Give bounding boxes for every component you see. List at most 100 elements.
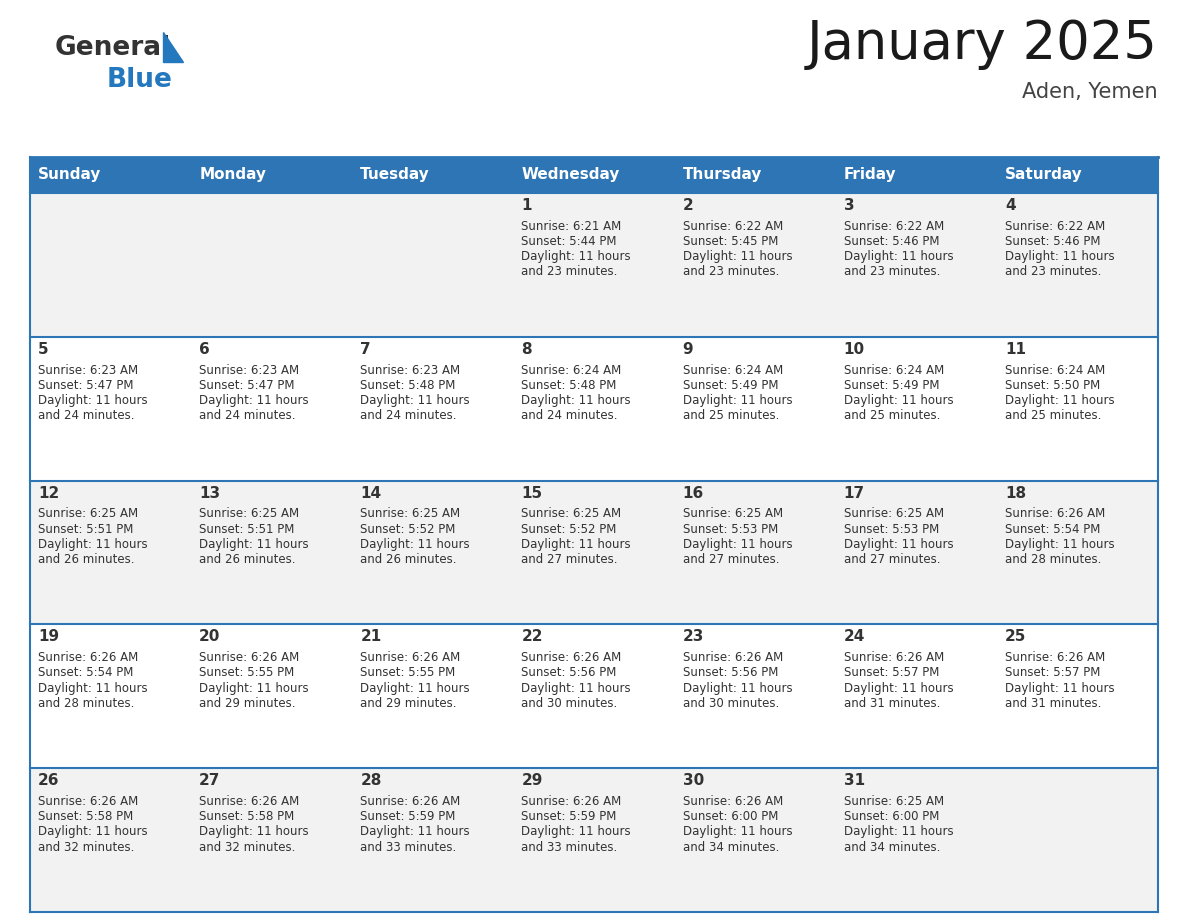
Text: and 32 minutes.: and 32 minutes. [38, 841, 134, 854]
Text: Daylight: 11 hours: Daylight: 11 hours [38, 538, 147, 551]
Text: and 23 minutes.: and 23 minutes. [1005, 265, 1101, 278]
Text: and 29 minutes.: and 29 minutes. [200, 697, 296, 710]
Text: Sunset: 5:47 PM: Sunset: 5:47 PM [38, 379, 133, 392]
Text: Sunrise: 6:22 AM: Sunrise: 6:22 AM [843, 219, 944, 233]
Bar [675, 481, 835, 624]
Text: and 23 minutes.: and 23 minutes. [522, 265, 618, 278]
Text: Sunset: 6:00 PM: Sunset: 6:00 PM [843, 811, 939, 823]
Text: 5: 5 [38, 341, 49, 357]
Text: Sunset: 5:58 PM: Sunset: 5:58 PM [38, 811, 133, 823]
Text: 31: 31 [843, 773, 865, 789]
Text: Sunset: 5:56 PM: Sunset: 5:56 PM [683, 666, 778, 679]
Bar [30, 768, 191, 912]
Text: Friday: Friday [843, 167, 896, 183]
Text: General: General [55, 35, 171, 61]
Bar [30, 481, 191, 624]
Text: 17: 17 [843, 486, 865, 500]
Bar [191, 193, 353, 337]
Text: Daylight: 11 hours: Daylight: 11 hours [683, 681, 792, 695]
Text: Daylight: 11 hours: Daylight: 11 hours [683, 394, 792, 407]
Bar [835, 768, 997, 912]
Text: Daylight: 11 hours: Daylight: 11 hours [843, 538, 953, 551]
Text: and 24 minutes.: and 24 minutes. [38, 409, 134, 422]
Text: and 34 minutes.: and 34 minutes. [843, 841, 940, 854]
Text: and 25 minutes.: and 25 minutes. [1005, 409, 1101, 422]
Text: Sunrise: 6:26 AM: Sunrise: 6:26 AM [38, 651, 138, 664]
Text: Sunrise: 6:21 AM: Sunrise: 6:21 AM [522, 219, 621, 233]
Text: Daylight: 11 hours: Daylight: 11 hours [843, 681, 953, 695]
Text: Sunrise: 6:23 AM: Sunrise: 6:23 AM [200, 364, 299, 376]
Text: Daylight: 11 hours: Daylight: 11 hours [38, 681, 147, 695]
Bar [191, 157, 353, 193]
Text: 20: 20 [200, 630, 221, 644]
Text: Monday: Monday [200, 167, 266, 183]
Text: Sunrise: 6:24 AM: Sunrise: 6:24 AM [843, 364, 944, 376]
Text: Daylight: 11 hours: Daylight: 11 hours [843, 394, 953, 407]
Bar [835, 157, 997, 193]
Text: 27: 27 [200, 773, 221, 789]
Text: Sunset: 5:54 PM: Sunset: 5:54 PM [38, 666, 133, 679]
Text: 8: 8 [522, 341, 532, 357]
Text: Sunset: 5:48 PM: Sunset: 5:48 PM [522, 379, 617, 392]
Text: Sunrise: 6:26 AM: Sunrise: 6:26 AM [200, 651, 299, 664]
Text: 22: 22 [522, 630, 543, 644]
Text: Sunrise: 6:25 AM: Sunrise: 6:25 AM [200, 508, 299, 521]
Bar [353, 337, 513, 481]
Text: Daylight: 11 hours: Daylight: 11 hours [683, 538, 792, 551]
Bar [997, 624, 1158, 768]
Text: Sunset: 5:44 PM: Sunset: 5:44 PM [522, 235, 617, 248]
Text: Sunrise: 6:24 AM: Sunrise: 6:24 AM [1005, 364, 1105, 376]
Text: Sunset: 5:57 PM: Sunset: 5:57 PM [1005, 666, 1100, 679]
Text: Daylight: 11 hours: Daylight: 11 hours [360, 538, 470, 551]
Text: Sunset: 5:47 PM: Sunset: 5:47 PM [200, 379, 295, 392]
Text: 23: 23 [683, 630, 704, 644]
Text: Wednesday: Wednesday [522, 167, 620, 183]
Bar [513, 157, 675, 193]
Text: Sunset: 5:58 PM: Sunset: 5:58 PM [200, 811, 295, 823]
Text: Sunrise: 6:26 AM: Sunrise: 6:26 AM [200, 795, 299, 808]
Bar [835, 481, 997, 624]
Text: and 29 minutes.: and 29 minutes. [360, 697, 456, 710]
Text: Sunset: 5:52 PM: Sunset: 5:52 PM [522, 522, 617, 535]
Text: and 32 minutes.: and 32 minutes. [200, 841, 296, 854]
Text: and 30 minutes.: and 30 minutes. [522, 697, 618, 710]
Text: Daylight: 11 hours: Daylight: 11 hours [360, 681, 470, 695]
Text: 3: 3 [843, 198, 854, 213]
Text: 6: 6 [200, 341, 210, 357]
Text: 15: 15 [522, 486, 543, 500]
Text: Daylight: 11 hours: Daylight: 11 hours [522, 251, 631, 263]
Text: 10: 10 [843, 341, 865, 357]
Text: Sunset: 6:00 PM: Sunset: 6:00 PM [683, 811, 778, 823]
Text: Blue: Blue [107, 67, 173, 93]
Text: Sunrise: 6:26 AM: Sunrise: 6:26 AM [683, 795, 783, 808]
Text: 2: 2 [683, 198, 694, 213]
Text: 7: 7 [360, 341, 371, 357]
Text: Daylight: 11 hours: Daylight: 11 hours [200, 394, 309, 407]
Text: Sunrise: 6:25 AM: Sunrise: 6:25 AM [683, 508, 783, 521]
Text: Daylight: 11 hours: Daylight: 11 hours [683, 825, 792, 838]
Text: Sunrise: 6:22 AM: Sunrise: 6:22 AM [683, 219, 783, 233]
Text: and 31 minutes.: and 31 minutes. [843, 697, 940, 710]
Text: Sunrise: 6:25 AM: Sunrise: 6:25 AM [843, 508, 943, 521]
Text: Daylight: 11 hours: Daylight: 11 hours [1005, 394, 1114, 407]
Text: Daylight: 11 hours: Daylight: 11 hours [360, 825, 470, 838]
Text: Sunset: 5:50 PM: Sunset: 5:50 PM [1005, 379, 1100, 392]
Text: Sunrise: 6:26 AM: Sunrise: 6:26 AM [360, 795, 461, 808]
Text: Sunrise: 6:25 AM: Sunrise: 6:25 AM [360, 508, 461, 521]
Bar [675, 193, 835, 337]
Text: Daylight: 11 hours: Daylight: 11 hours [683, 251, 792, 263]
Text: Sunset: 5:59 PM: Sunset: 5:59 PM [360, 811, 456, 823]
Text: Sunset: 5:45 PM: Sunset: 5:45 PM [683, 235, 778, 248]
Text: Sunset: 5:59 PM: Sunset: 5:59 PM [522, 811, 617, 823]
Bar [30, 624, 191, 768]
Text: Daylight: 11 hours: Daylight: 11 hours [522, 394, 631, 407]
Text: Sunset: 5:46 PM: Sunset: 5:46 PM [843, 235, 940, 248]
Text: Daylight: 11 hours: Daylight: 11 hours [200, 681, 309, 695]
Text: Daylight: 11 hours: Daylight: 11 hours [522, 538, 631, 551]
Bar [997, 768, 1158, 912]
Bar [353, 193, 513, 337]
Bar [30, 157, 191, 193]
Bar [513, 193, 675, 337]
Text: and 24 minutes.: and 24 minutes. [522, 409, 618, 422]
Bar [997, 481, 1158, 624]
